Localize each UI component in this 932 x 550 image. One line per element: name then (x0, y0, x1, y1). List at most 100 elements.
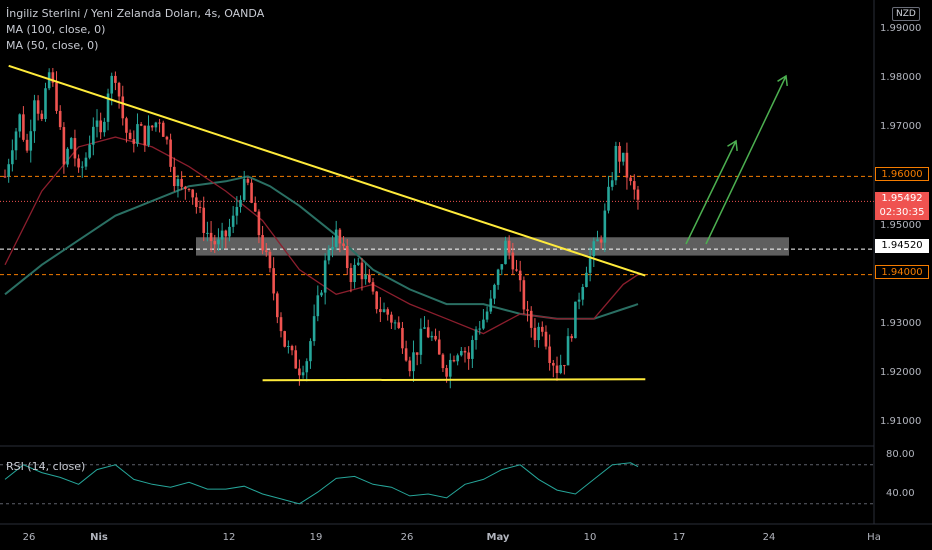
candle-body[interactable] (570, 336, 574, 339)
candle-body[interactable] (95, 120, 99, 127)
candle-body[interactable] (128, 132, 132, 140)
candle-body[interactable] (434, 335, 437, 340)
candle-body[interactable] (566, 336, 570, 366)
candle-body[interactable] (231, 215, 235, 227)
candle-body[interactable] (621, 152, 625, 162)
candle-body[interactable] (150, 125, 154, 128)
candle-body[interactable] (309, 341, 312, 362)
candle-body[interactable] (206, 232, 209, 234)
candle-body[interactable] (58, 110, 62, 128)
candle-body[interactable] (507, 240, 511, 253)
candle-body[interactable] (117, 82, 121, 97)
candle-body[interactable] (51, 72, 55, 83)
candle-body[interactable] (11, 150, 14, 165)
candle-body[interactable] (176, 179, 180, 187)
candle-body[interactable] (228, 226, 231, 237)
candle-body[interactable] (158, 122, 161, 124)
candle-body[interactable] (312, 316, 316, 342)
candle-body[interactable] (555, 365, 559, 374)
candle-body[interactable] (544, 331, 548, 347)
candle-body[interactable] (518, 270, 522, 281)
candle-body[interactable] (548, 346, 551, 363)
candle-body[interactable] (592, 241, 596, 257)
candle-body[interactable] (136, 124, 139, 144)
candle-body[interactable] (430, 335, 434, 338)
candle-body[interactable] (283, 331, 286, 347)
candle-body[interactable] (540, 326, 544, 332)
candle-body[interactable] (629, 177, 632, 182)
ma50-line[interactable] (4, 136, 639, 335)
candle-body[interactable] (563, 365, 566, 367)
candle-body[interactable] (493, 284, 496, 299)
candle-body[interactable] (471, 340, 474, 359)
candle-body[interactable] (404, 348, 408, 361)
candle-body[interactable] (577, 299, 581, 302)
candle-body[interactable] (268, 251, 272, 269)
candle-body[interactable] (198, 207, 202, 209)
candle-body[interactable] (55, 82, 58, 111)
candle-body[interactable] (342, 243, 345, 246)
candle-body[interactable] (47, 72, 51, 89)
projection-arrow-long[interactable] (705, 75, 787, 245)
descending-trendline[interactable] (8, 64, 646, 277)
candle-body[interactable] (375, 291, 378, 310)
candle-body[interactable] (349, 268, 353, 283)
candle-body[interactable] (84, 157, 88, 167)
candle-body[interactable] (172, 166, 176, 187)
candle-body[interactable] (320, 292, 323, 296)
candle-body[interactable] (452, 359, 456, 362)
candle-body[interactable] (360, 262, 364, 280)
ma50-legend[interactable]: MA (50, close, 0) (6, 39, 99, 52)
candle-body[interactable] (482, 319, 485, 329)
candle-body[interactable] (467, 352, 470, 359)
candle-body[interactable] (460, 351, 463, 356)
candle-body[interactable] (169, 139, 172, 167)
candle-body[interactable] (301, 372, 305, 376)
candle-body[interactable] (235, 206, 239, 216)
candle-body[interactable] (242, 179, 246, 200)
support-line[interactable] (262, 378, 646, 382)
candle-body[interactable] (437, 339, 441, 355)
candle-body[interactable] (331, 246, 334, 250)
candle-body[interactable] (323, 260, 327, 293)
candle-body[interactable] (294, 350, 298, 369)
candle-body[interactable] (191, 189, 194, 198)
candle-body[interactable] (125, 118, 128, 133)
candle-body[interactable] (397, 322, 401, 328)
candle-body[interactable] (36, 100, 40, 114)
candle-body[interactable] (257, 211, 261, 236)
candle-body[interactable] (224, 230, 228, 237)
candle-body[interactable] (426, 327, 430, 338)
candle-body[interactable] (73, 138, 77, 159)
candle-body[interactable] (526, 309, 529, 311)
candle-body[interactable] (279, 317, 283, 332)
candle-body[interactable] (522, 280, 526, 310)
candle-body[interactable] (485, 311, 489, 320)
candle-body[interactable] (588, 256, 592, 273)
candle-body[interactable] (220, 230, 224, 240)
candle-body[interactable] (574, 301, 577, 339)
candle-body[interactable] (143, 125, 147, 146)
candle-body[interactable] (478, 328, 482, 330)
candle-body[interactable] (552, 362, 555, 366)
candle-body[interactable] (408, 360, 412, 372)
candle-body[interactable] (610, 180, 614, 187)
candle-body[interactable] (147, 125, 150, 146)
candle-body[interactable] (419, 328, 423, 355)
candle-body[interactable] (511, 252, 515, 270)
candle-body[interactable] (88, 144, 91, 158)
candle-body[interactable] (500, 264, 504, 270)
candle-body[interactable] (515, 269, 518, 271)
candle-body[interactable] (559, 365, 562, 374)
candle-body[interactable] (209, 232, 213, 242)
candle-body[interactable] (264, 250, 268, 252)
candle-body[interactable] (596, 239, 599, 242)
candle-body[interactable] (356, 262, 360, 265)
candle-body[interactable] (195, 197, 198, 208)
candle-body[interactable] (92, 126, 95, 145)
candle-body[interactable] (298, 368, 301, 376)
candle-body[interactable] (316, 295, 320, 317)
rsi-line[interactable] (4, 462, 639, 505)
